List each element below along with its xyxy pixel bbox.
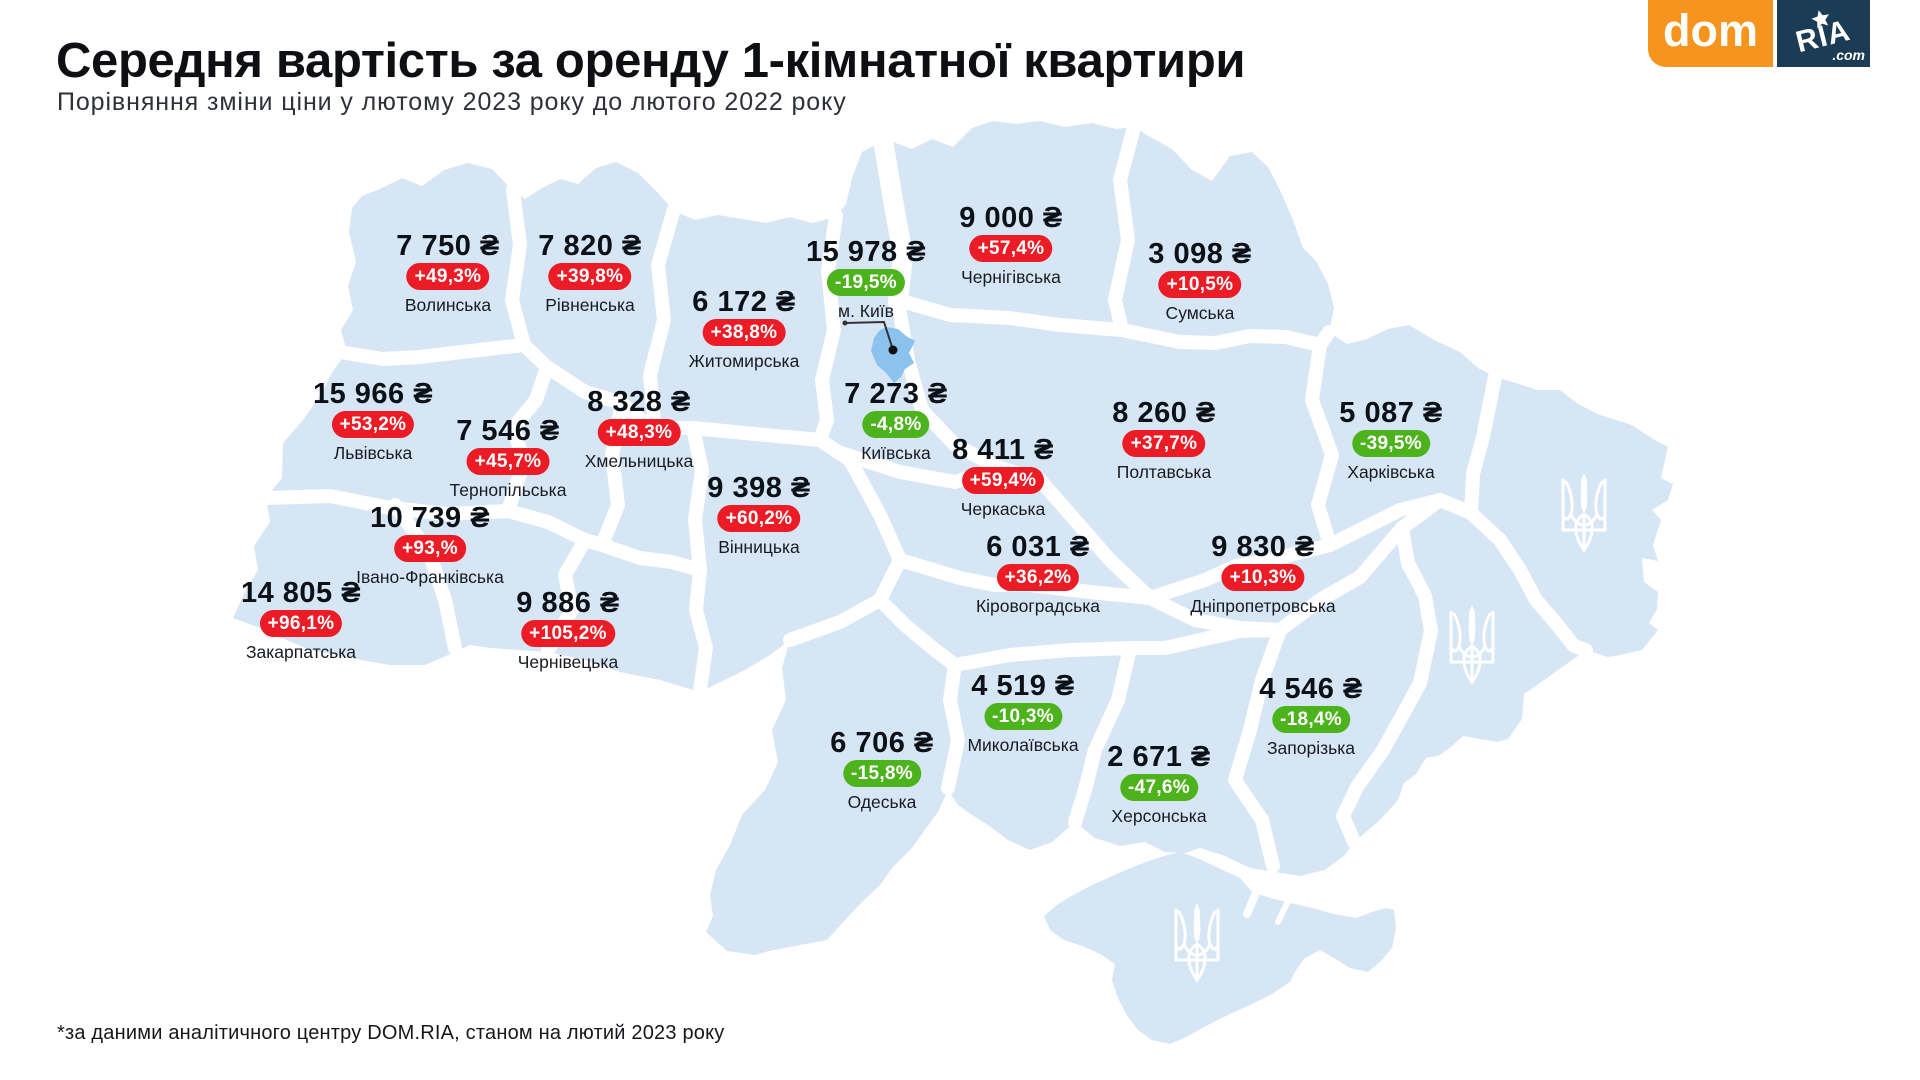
svg-text:.com: .com [1832,47,1865,63]
